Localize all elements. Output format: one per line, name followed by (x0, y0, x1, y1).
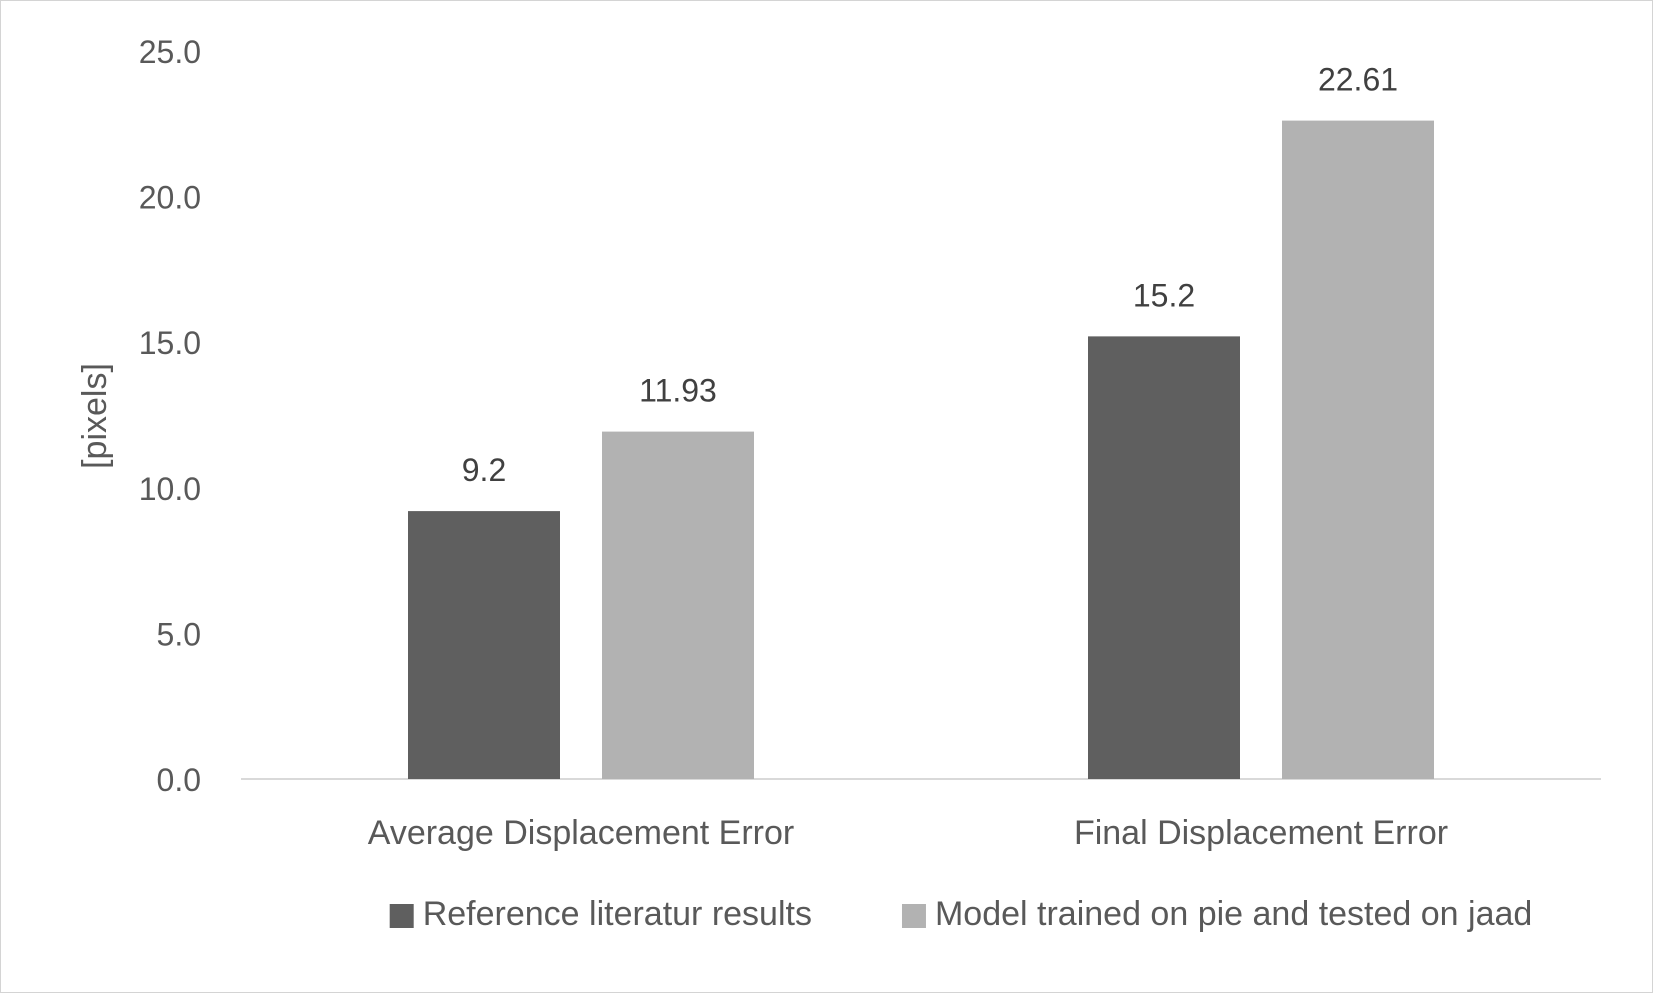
legend-label: Model trained on pie and tested on jaad (935, 895, 1532, 933)
y-tick-label: 0.0 (157, 762, 201, 798)
legend-label: Reference literatur results (423, 895, 812, 933)
data-labels: 9.2 11.93 15.2 22.61 (462, 62, 1398, 488)
x-category-label: Average Displacement Error (368, 814, 794, 852)
y-tick-label: 25.0 (139, 34, 201, 70)
data-label: 22.61 (1318, 62, 1398, 98)
legend-swatch (901, 904, 926, 928)
data-label: 11.93 (639, 373, 717, 409)
legend: Reference literatur results Model trained… (389, 895, 1532, 933)
y-axis-tick-labels: 0.0 5.0 10.0 15.0 20.0 25.0 (139, 34, 201, 798)
bar-2-1 (602, 431, 754, 779)
x-axis-category-labels: Average Displacement Error Final Displace… (368, 814, 1448, 852)
bar-2-2 (1282, 120, 1434, 779)
y-tick-label: 20.0 (139, 180, 201, 216)
x-category-label: Final Displacement Error (1074, 814, 1448, 852)
bar-1-2 (1088, 336, 1240, 779)
y-tick-label: 15.0 (139, 325, 201, 361)
legend-item-1: Reference literatur results (389, 895, 812, 933)
y-tick-label: 10.0 (139, 471, 201, 507)
data-label: 15.2 (1133, 277, 1195, 313)
legend-swatch (389, 904, 414, 928)
legend-item-2: Model trained on pie and tested on jaad (901, 895, 1532, 933)
data-label: 9.2 (462, 452, 506, 488)
y-axis-label: [pixels] (76, 363, 114, 469)
y-tick-label: 5.0 (157, 616, 201, 652)
bars (408, 120, 1434, 779)
bar-1-1 (408, 511, 560, 779)
